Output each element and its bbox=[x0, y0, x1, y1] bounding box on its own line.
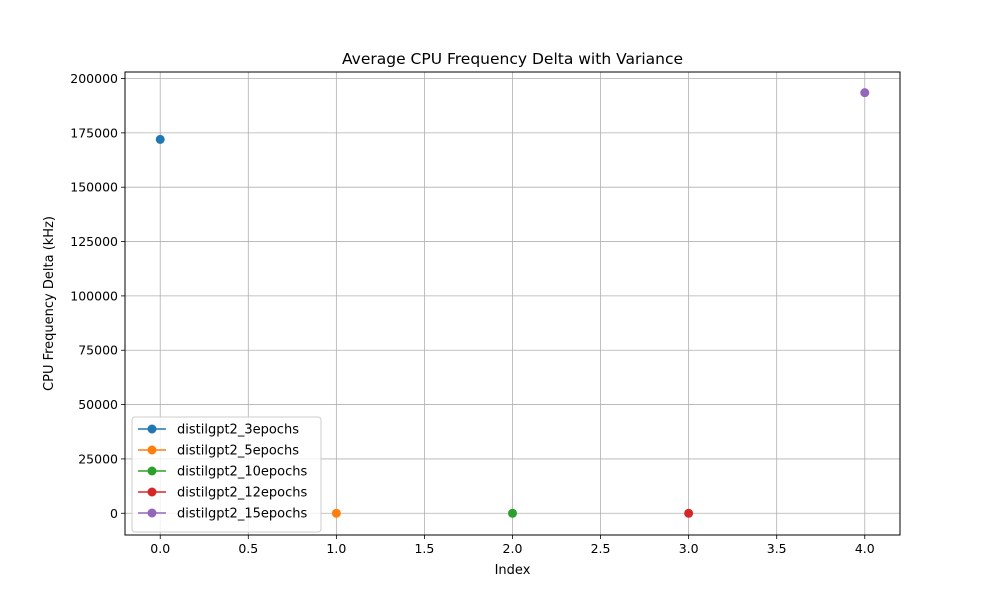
legend: distilgpt2_3epochs distilgpt2_5epochsdist… bbox=[131, 416, 322, 533]
y-tick-label: 25000 bbox=[78, 451, 118, 466]
legend-marker bbox=[147, 445, 157, 455]
plot-area-frame bbox=[124, 71, 901, 536]
y-tick-label: 125000 bbox=[70, 234, 118, 249]
x-tick-label: 2.5 bbox=[591, 541, 611, 556]
x-tick-label: 0.5 bbox=[238, 541, 258, 556]
y-axis-label: CPU Frequency Delta (kHz) bbox=[42, 216, 57, 391]
legend-label: distilgpt2_15epochs bbox=[177, 507, 307, 522]
y-tick-label: 150000 bbox=[70, 180, 118, 195]
data-point bbox=[508, 508, 517, 518]
legend-marker bbox=[147, 508, 157, 518]
legend-marker bbox=[147, 487, 157, 497]
legend-marker bbox=[147, 466, 157, 476]
x-tick-label: 1.5 bbox=[414, 541, 434, 556]
legend-box bbox=[131, 416, 322, 533]
y-tick-label: 50000 bbox=[78, 397, 118, 412]
legend-label: distilgpt2_3epochs bbox=[177, 423, 299, 438]
x-tick-label: 3.0 bbox=[679, 541, 699, 556]
data-point bbox=[684, 508, 694, 518]
y-tick-label: 200000 bbox=[70, 71, 118, 86]
data-point bbox=[155, 134, 165, 144]
legend-marker bbox=[147, 424, 157, 434]
legend-label: distilgpt2_5epochs bbox=[177, 444, 299, 459]
legend-label: distilgpt2_12epochs bbox=[177, 486, 307, 501]
data-points bbox=[155, 88, 870, 518]
legend-label: distilgpt2_10epochs bbox=[177, 465, 307, 480]
y-tick-label: 100000 bbox=[70, 288, 118, 303]
data-point bbox=[860, 88, 870, 98]
chart-title: Average CPU Frequency Delta with Varianc… bbox=[342, 50, 683, 68]
y-tick-label: 75000 bbox=[78, 343, 118, 358]
x-tick-label: 3.5 bbox=[767, 541, 787, 556]
x-tick-label: 4.0 bbox=[855, 541, 875, 556]
y-tick-label: 175000 bbox=[70, 125, 118, 140]
x-tick-label: 2.0 bbox=[503, 541, 523, 556]
data-point bbox=[331, 508, 341, 518]
x-axis-label: Index bbox=[495, 563, 531, 578]
y-tick-label: 0 bbox=[110, 506, 118, 521]
x-tick-label: 1.0 bbox=[326, 541, 346, 556]
x-axis-ticks: 0.0 0.5 1.0 1.5 2.0 2.5 3.0 3.5 4.0 bbox=[150, 535, 875, 556]
y-axis-ticks: 0 25000 50000 75000 100000 125000 150000 175000… bbox=[70, 71, 125, 521]
x-tick-label: 0.0 bbox=[150, 541, 170, 556]
